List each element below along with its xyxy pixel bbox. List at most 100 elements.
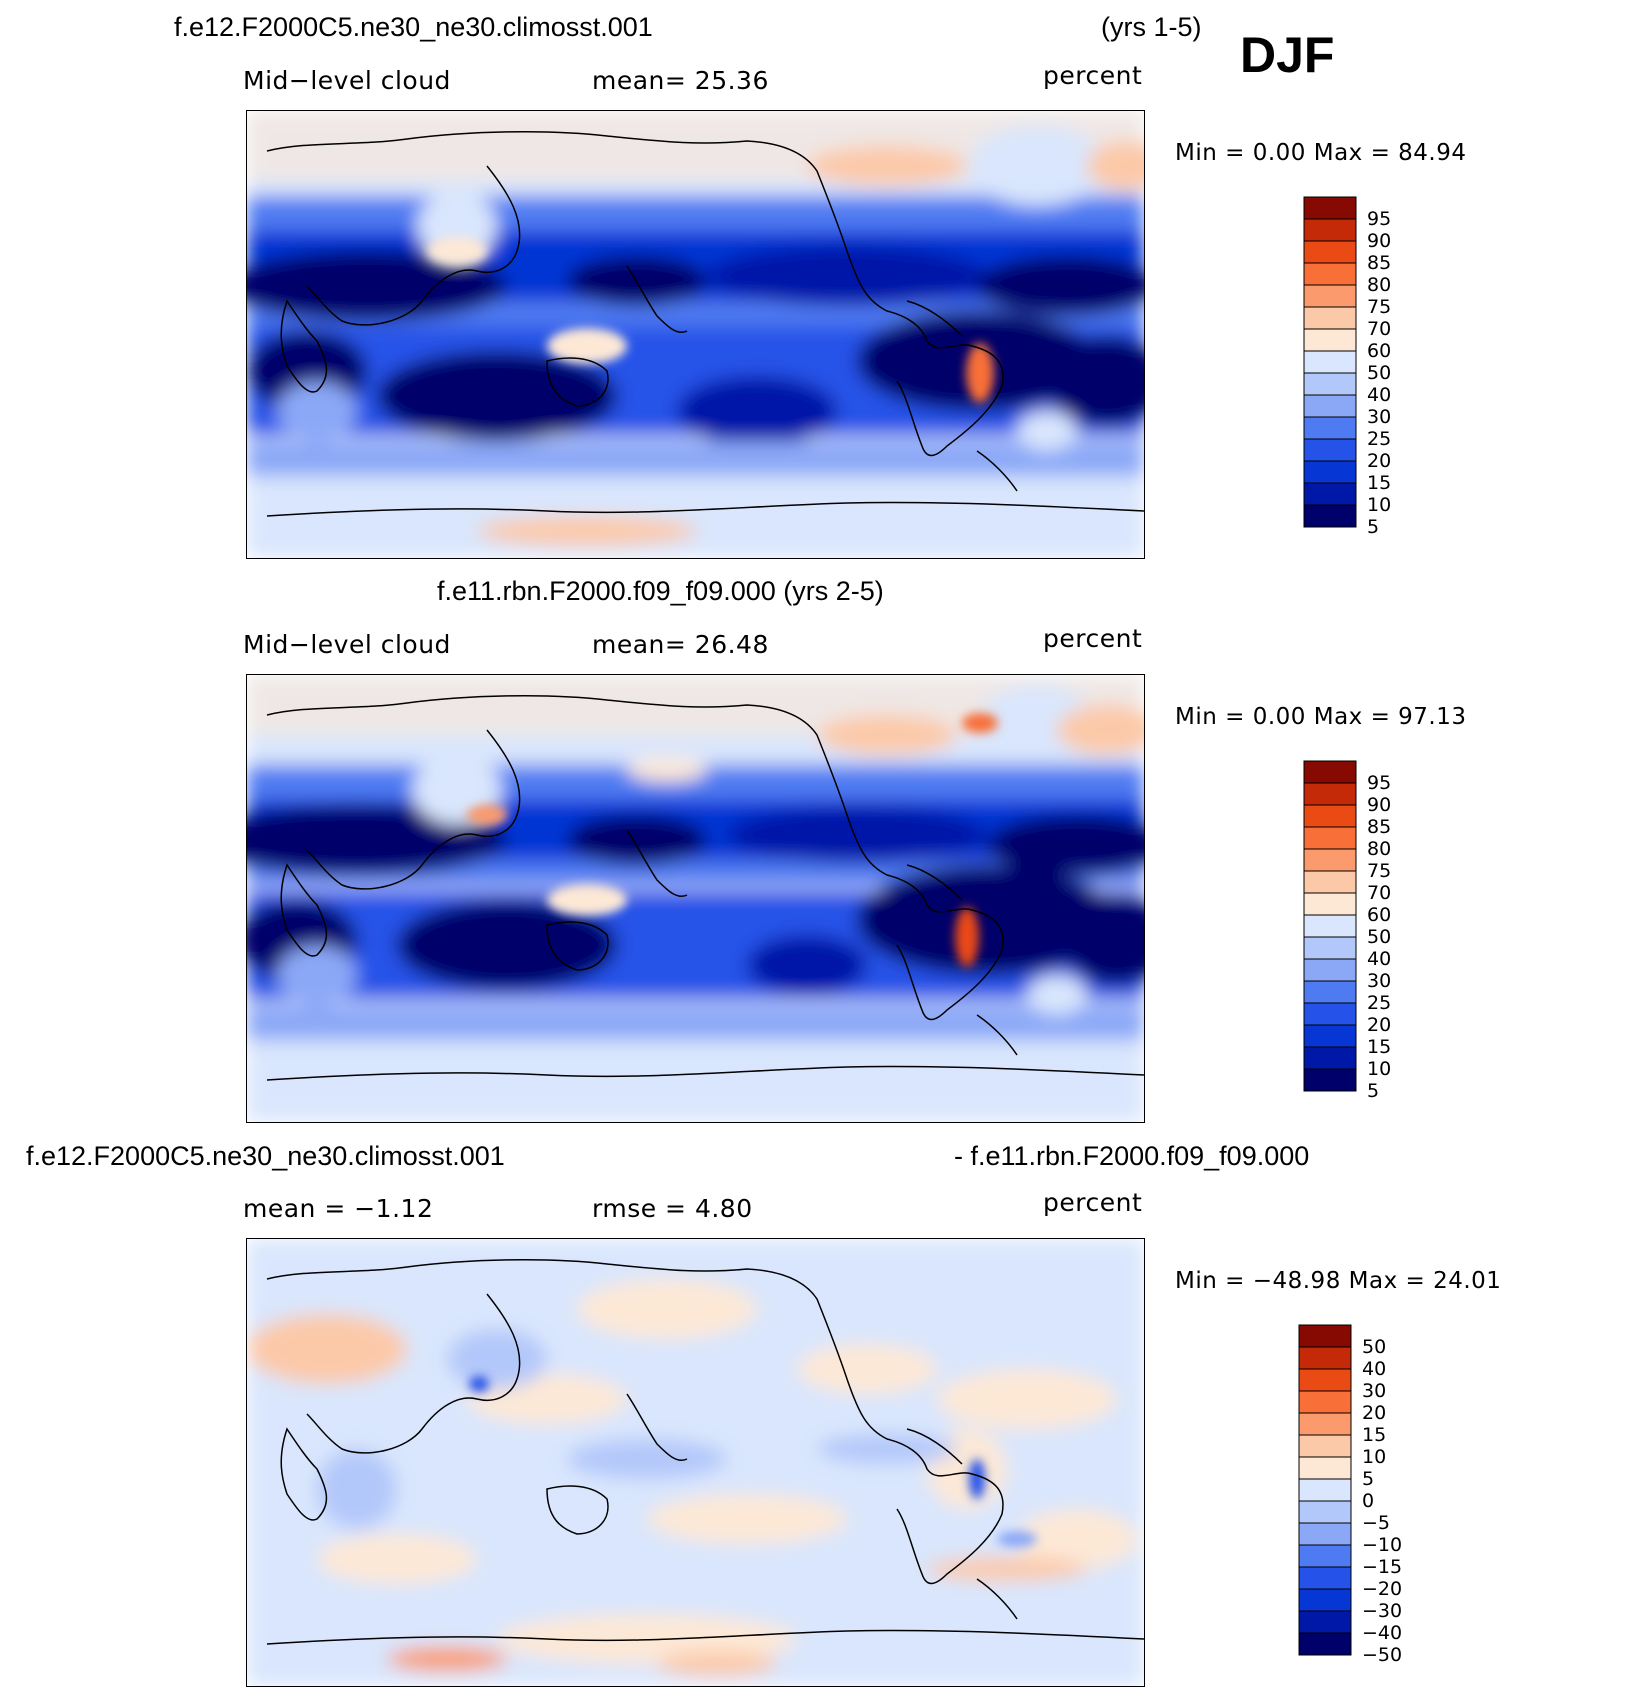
colorbar-label: −50 <box>1362 1644 1402 1666</box>
colorbar-box <box>1303 438 1357 462</box>
colorbar-box <box>1298 1346 1352 1370</box>
colorbar-label: 50 <box>1367 362 1391 384</box>
panel1-map <box>246 110 1145 559</box>
colorbar-box <box>1298 1434 1352 1458</box>
colorbar-label: 30 <box>1367 406 1391 428</box>
season-label: DJF <box>1240 27 1335 83</box>
colorbar-label: 75 <box>1367 296 1391 318</box>
colorbar-label: 80 <box>1367 838 1391 860</box>
panel1-mean: mean= 25.36 <box>592 66 769 95</box>
colorbar-box <box>1303 328 1357 352</box>
colorbar-box <box>1298 1500 1352 1524</box>
colorbar-box <box>1303 460 1357 484</box>
colorbar-label: 95 <box>1367 772 1391 794</box>
colorbar-label: 70 <box>1367 318 1391 340</box>
panel1-variable: Mid−level cloud <box>243 66 451 95</box>
panel3-rmse: rmse = 4.80 <box>592 1194 753 1223</box>
colorbar-label: 5 <box>1367 516 1379 538</box>
colorbar-box <box>1303 482 1357 506</box>
colorbar-label: −10 <box>1362 1534 1402 1556</box>
panel1-colorbar: 95 90 85 80 75 70 60 50 40 30 25 20 15 10 5 <box>1303 196 1423 552</box>
colorbar-label: 20 <box>1362 1402 1386 1424</box>
colorbar-label: 90 <box>1367 794 1391 816</box>
colorbar-box <box>1303 350 1357 374</box>
colorbar-box <box>1303 936 1357 960</box>
colorbar-box <box>1303 980 1357 1004</box>
colorbar-box <box>1303 196 1357 220</box>
panel1-title-right: (yrs 1-5) <box>1101 12 1202 42</box>
colorbar-label: 5 <box>1367 1080 1379 1102</box>
colorbar-box <box>1298 1544 1352 1568</box>
colorbar-box <box>1298 1456 1352 1480</box>
colorbar-label: −5 <box>1362 1512 1390 1534</box>
colorbar-label: 10 <box>1367 1058 1391 1080</box>
panel1-title-left: f.e12.F2000C5.ne30_ne30.climosst.001 <box>174 12 653 42</box>
panel2-minmax: Min = 0.00 Max = 97.13 <box>1175 704 1467 730</box>
colorbar-label: −30 <box>1362 1600 1402 1622</box>
panel2-title: f.e11.rbn.F2000.f09_f09.000 (yrs 2-5) <box>437 576 884 606</box>
colorbar-label: 60 <box>1367 340 1391 362</box>
colorbar-box <box>1303 892 1357 916</box>
colorbar-box <box>1303 262 1357 286</box>
colorbar-label: 20 <box>1367 1014 1391 1036</box>
colorbar-label: −15 <box>1362 1556 1402 1578</box>
colorbar-box <box>1303 826 1357 850</box>
colorbar-box <box>1303 240 1357 264</box>
colorbar-label: 70 <box>1367 882 1391 904</box>
panel3-map <box>246 1238 1145 1687</box>
panel2-map <box>246 674 1145 1123</box>
colorbar-label: 50 <box>1367 926 1391 948</box>
panel3-colorbar: 50 40 30 20 15 10 5 0 −5 −10 −15 −20 −30 −40 −50 <box>1298 1324 1428 1680</box>
colorbar-box <box>1303 504 1357 528</box>
colorbar-box <box>1303 284 1357 308</box>
colorbar-box <box>1303 782 1357 806</box>
colorbar-label: 25 <box>1367 428 1391 450</box>
colorbar-label: 0 <box>1362 1490 1374 1512</box>
colorbar-box <box>1303 1068 1357 1092</box>
colorbar-box <box>1298 1566 1352 1590</box>
colorbar-box <box>1303 804 1357 828</box>
panel2-colorbar: 95 90 85 80 75 70 60 50 40 30 25 20 15 10 5 <box>1303 760 1423 1116</box>
colorbar-box <box>1298 1588 1352 1612</box>
colorbar-label: 30 <box>1367 970 1391 992</box>
colorbar-label: 90 <box>1367 230 1391 252</box>
colorbar-label: 50 <box>1362 1336 1386 1358</box>
panel3-title-left: f.e12.F2000C5.ne30_ne30.climosst.001 <box>26 1141 505 1171</box>
colorbar-label: 40 <box>1362 1358 1386 1380</box>
colorbar-box <box>1303 848 1357 872</box>
colorbar-label: 60 <box>1367 904 1391 926</box>
colorbar-box <box>1303 914 1357 938</box>
panel3-units: percent <box>1043 1188 1143 1217</box>
colorbar-box <box>1303 870 1357 894</box>
colorbar-box <box>1298 1522 1352 1546</box>
panel3-mean: mean = −1.12 <box>243 1194 434 1223</box>
colorbar-box <box>1303 394 1357 418</box>
colorbar-label: 10 <box>1367 494 1391 516</box>
colorbar-box <box>1298 1368 1352 1392</box>
colorbar-label: 25 <box>1367 992 1391 1014</box>
colorbar-label: 80 <box>1367 274 1391 296</box>
colorbar-box <box>1303 760 1357 784</box>
colorbar-label: 15 <box>1367 1036 1391 1058</box>
panel3-minmax: Min = −48.98 Max = 24.01 <box>1175 1268 1502 1294</box>
colorbar-label: 40 <box>1367 384 1391 406</box>
panel2-mean: mean= 26.48 <box>592 630 769 659</box>
colorbar-box <box>1298 1478 1352 1502</box>
colorbar-label: 20 <box>1367 450 1391 472</box>
colorbar-box <box>1298 1632 1352 1656</box>
colorbar-label: 75 <box>1367 860 1391 882</box>
colorbar-box <box>1298 1412 1352 1436</box>
panel1-minmax: Min = 0.00 Max = 84.94 <box>1175 140 1467 166</box>
panel1-map-svg <box>247 111 1144 558</box>
colorbar-box <box>1303 1002 1357 1026</box>
colorbar-label: 30 <box>1362 1380 1386 1402</box>
panel2-units: percent <box>1043 624 1143 653</box>
colorbar-label: 95 <box>1367 208 1391 230</box>
panel2-variable: Mid−level cloud <box>243 630 451 659</box>
colorbar-box <box>1303 958 1357 982</box>
colorbar-label: 10 <box>1362 1446 1386 1468</box>
colorbar-label: −20 <box>1362 1578 1402 1600</box>
